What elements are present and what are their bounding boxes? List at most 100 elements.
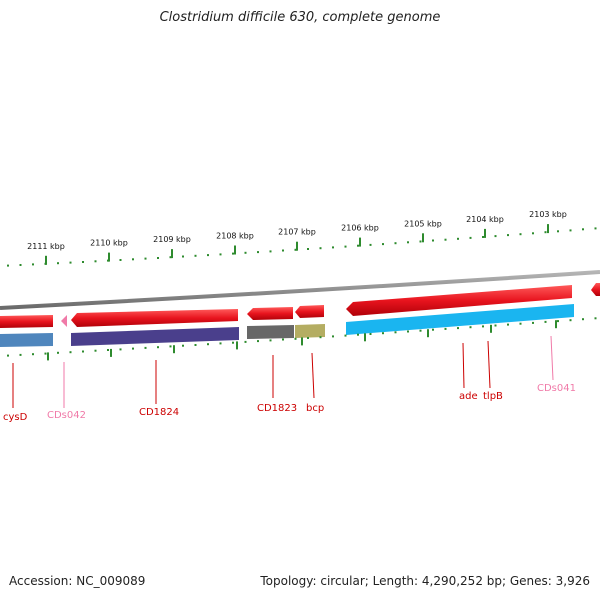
kbp-tick-label: 2105 kbp	[404, 219, 442, 228]
gene-label-cd1824: CD1824	[139, 407, 179, 418]
leader-ade	[462, 342, 465, 389]
leader-tlpb	[487, 340, 491, 389]
inner-minor-tick	[232, 341, 234, 344]
inner-minor-tick	[557, 320, 559, 323]
leader-bcp	[311, 352, 315, 399]
outer-minor-tick	[94, 260, 97, 263]
inner-minor-tick	[319, 336, 322, 339]
inner-minor-tick	[519, 322, 522, 325]
outer-minor-tick	[594, 227, 597, 230]
label-leader-lines	[12, 335, 554, 408]
cds-block-cd1823	[247, 325, 294, 339]
gene-arrow-cysd	[0, 315, 53, 328]
outer-minor-tick	[7, 264, 9, 267]
inner-minor-tick	[132, 347, 134, 350]
kbp-tick-label: 2110 kbp	[90, 239, 128, 248]
outer-minor-tick	[569, 229, 572, 232]
accession-text: Accession: NC_009089	[9, 574, 146, 588]
outer-tick-ring	[7, 224, 597, 267]
genome-info-text: Topology: circular; Length: 4,290,252 bp…	[260, 574, 590, 588]
cds-block-cd1824	[71, 327, 239, 346]
inner-minor-tick	[57, 351, 59, 354]
gene-arrow-bcp	[295, 305, 324, 318]
inner-minor-tick	[369, 333, 372, 335]
inner-minor-tick	[269, 339, 272, 342]
inner-minor-tick	[382, 332, 384, 335]
gene-label-ade: ade	[459, 391, 478, 402]
outer-minor-tick	[232, 252, 234, 255]
inner-minor-tick	[394, 331, 397, 334]
outer-minor-tick	[269, 250, 272, 253]
kbp-tick-label: 2104 kbp	[466, 215, 504, 224]
cds-block-ade	[346, 304, 574, 335]
outer-minor-tick	[469, 236, 472, 239]
inner-minor-tick	[594, 317, 597, 320]
outer-minor-tick	[319, 247, 322, 250]
inner-minor-tick	[494, 324, 497, 327]
outer-minor-tick	[119, 259, 122, 261]
inner-minor-tick	[532, 321, 534, 324]
kbp-label-group: 2111 kbp 2110 kbp 2109 kbp 2108 kbp 2107 kbp…	[27, 210, 567, 251]
inner-minor-tick	[69, 351, 72, 354]
inner-minor-tick	[569, 319, 572, 322]
inner-tick-ring	[7, 317, 597, 361]
outer-minor-tick	[194, 254, 197, 257]
gene-arrow-ade	[346, 285, 572, 316]
outer-minor-tick	[244, 251, 247, 254]
inner-minor-tick	[432, 328, 434, 331]
outer-minor-tick	[182, 255, 184, 258]
inner-minor-tick	[7, 354, 9, 357]
outer-minor-tick	[457, 237, 459, 240]
inner-minor-tick	[94, 349, 97, 352]
inner-minor-tick	[82, 350, 84, 353]
inner-minor-tick	[219, 342, 222, 345]
outer-minor-tick	[357, 244, 359, 247]
inner-minor-tick	[244, 340, 247, 343]
gene-label-cysd: cysD	[3, 412, 28, 423]
inner-minor-tick	[169, 345, 172, 348]
inner-minor-tick	[332, 335, 334, 338]
inner-minor-tick	[357, 333, 359, 336]
outer-minor-tick	[144, 257, 147, 260]
inner-minor-tick	[182, 344, 184, 347]
cds-block-cysd	[0, 333, 53, 347]
outer-minor-tick	[494, 235, 497, 238]
outer-minor-tick	[332, 246, 334, 249]
kbp-tick-label: 2108 kbp	[216, 232, 254, 241]
outer-minor-tick	[132, 258, 134, 261]
inner-minor-tick	[144, 346, 147, 349]
inner-minor-tick	[507, 323, 509, 326]
inner-minor-tick	[194, 344, 197, 346]
outer-minor-tick	[369, 243, 372, 246]
gene-label-bcp: bcp	[306, 403, 324, 414]
outer-minor-tick	[69, 261, 72, 264]
outer-minor-tick	[407, 241, 409, 244]
inner-minor-tick	[457, 327, 459, 330]
inner-minor-tick	[307, 337, 309, 339]
outer-minor-tick	[207, 254, 209, 257]
genome-backbone	[0, 270, 600, 310]
leader-cds041	[550, 335, 554, 381]
inner-minor-tick	[282, 338, 284, 341]
inner-minor-tick	[157, 346, 159, 349]
outer-minor-tick	[582, 228, 584, 231]
gene-label-cds042: CDs042	[47, 410, 86, 421]
inner-minor-tick	[344, 334, 347, 337]
gene-labels: cysD CDs042 CD1824 CD1823 bcp ade tlpB C…	[3, 383, 576, 423]
gene-track-forward	[0, 283, 600, 328]
outer-minor-tick	[82, 261, 84, 263]
kbp-tick-label: 2111 kbp	[27, 242, 65, 251]
inner-minor-tick	[544, 320, 547, 323]
gene-label-cds041: CDs041	[537, 383, 576, 394]
gene-arrow-next	[591, 283, 600, 296]
outer-minor-tick	[544, 231, 547, 234]
outer-minor-tick	[532, 232, 534, 235]
outer-minor-tick	[169, 256, 172, 259]
outer-minor-tick	[419, 240, 422, 243]
outer-minor-tick	[507, 234, 509, 237]
gene-arrow-cds042	[61, 315, 67, 327]
outer-minor-tick	[32, 263, 34, 266]
inner-minor-tick	[482, 325, 484, 328]
outer-minor-tick	[294, 248, 297, 251]
cds-block-bcp	[295, 324, 325, 338]
